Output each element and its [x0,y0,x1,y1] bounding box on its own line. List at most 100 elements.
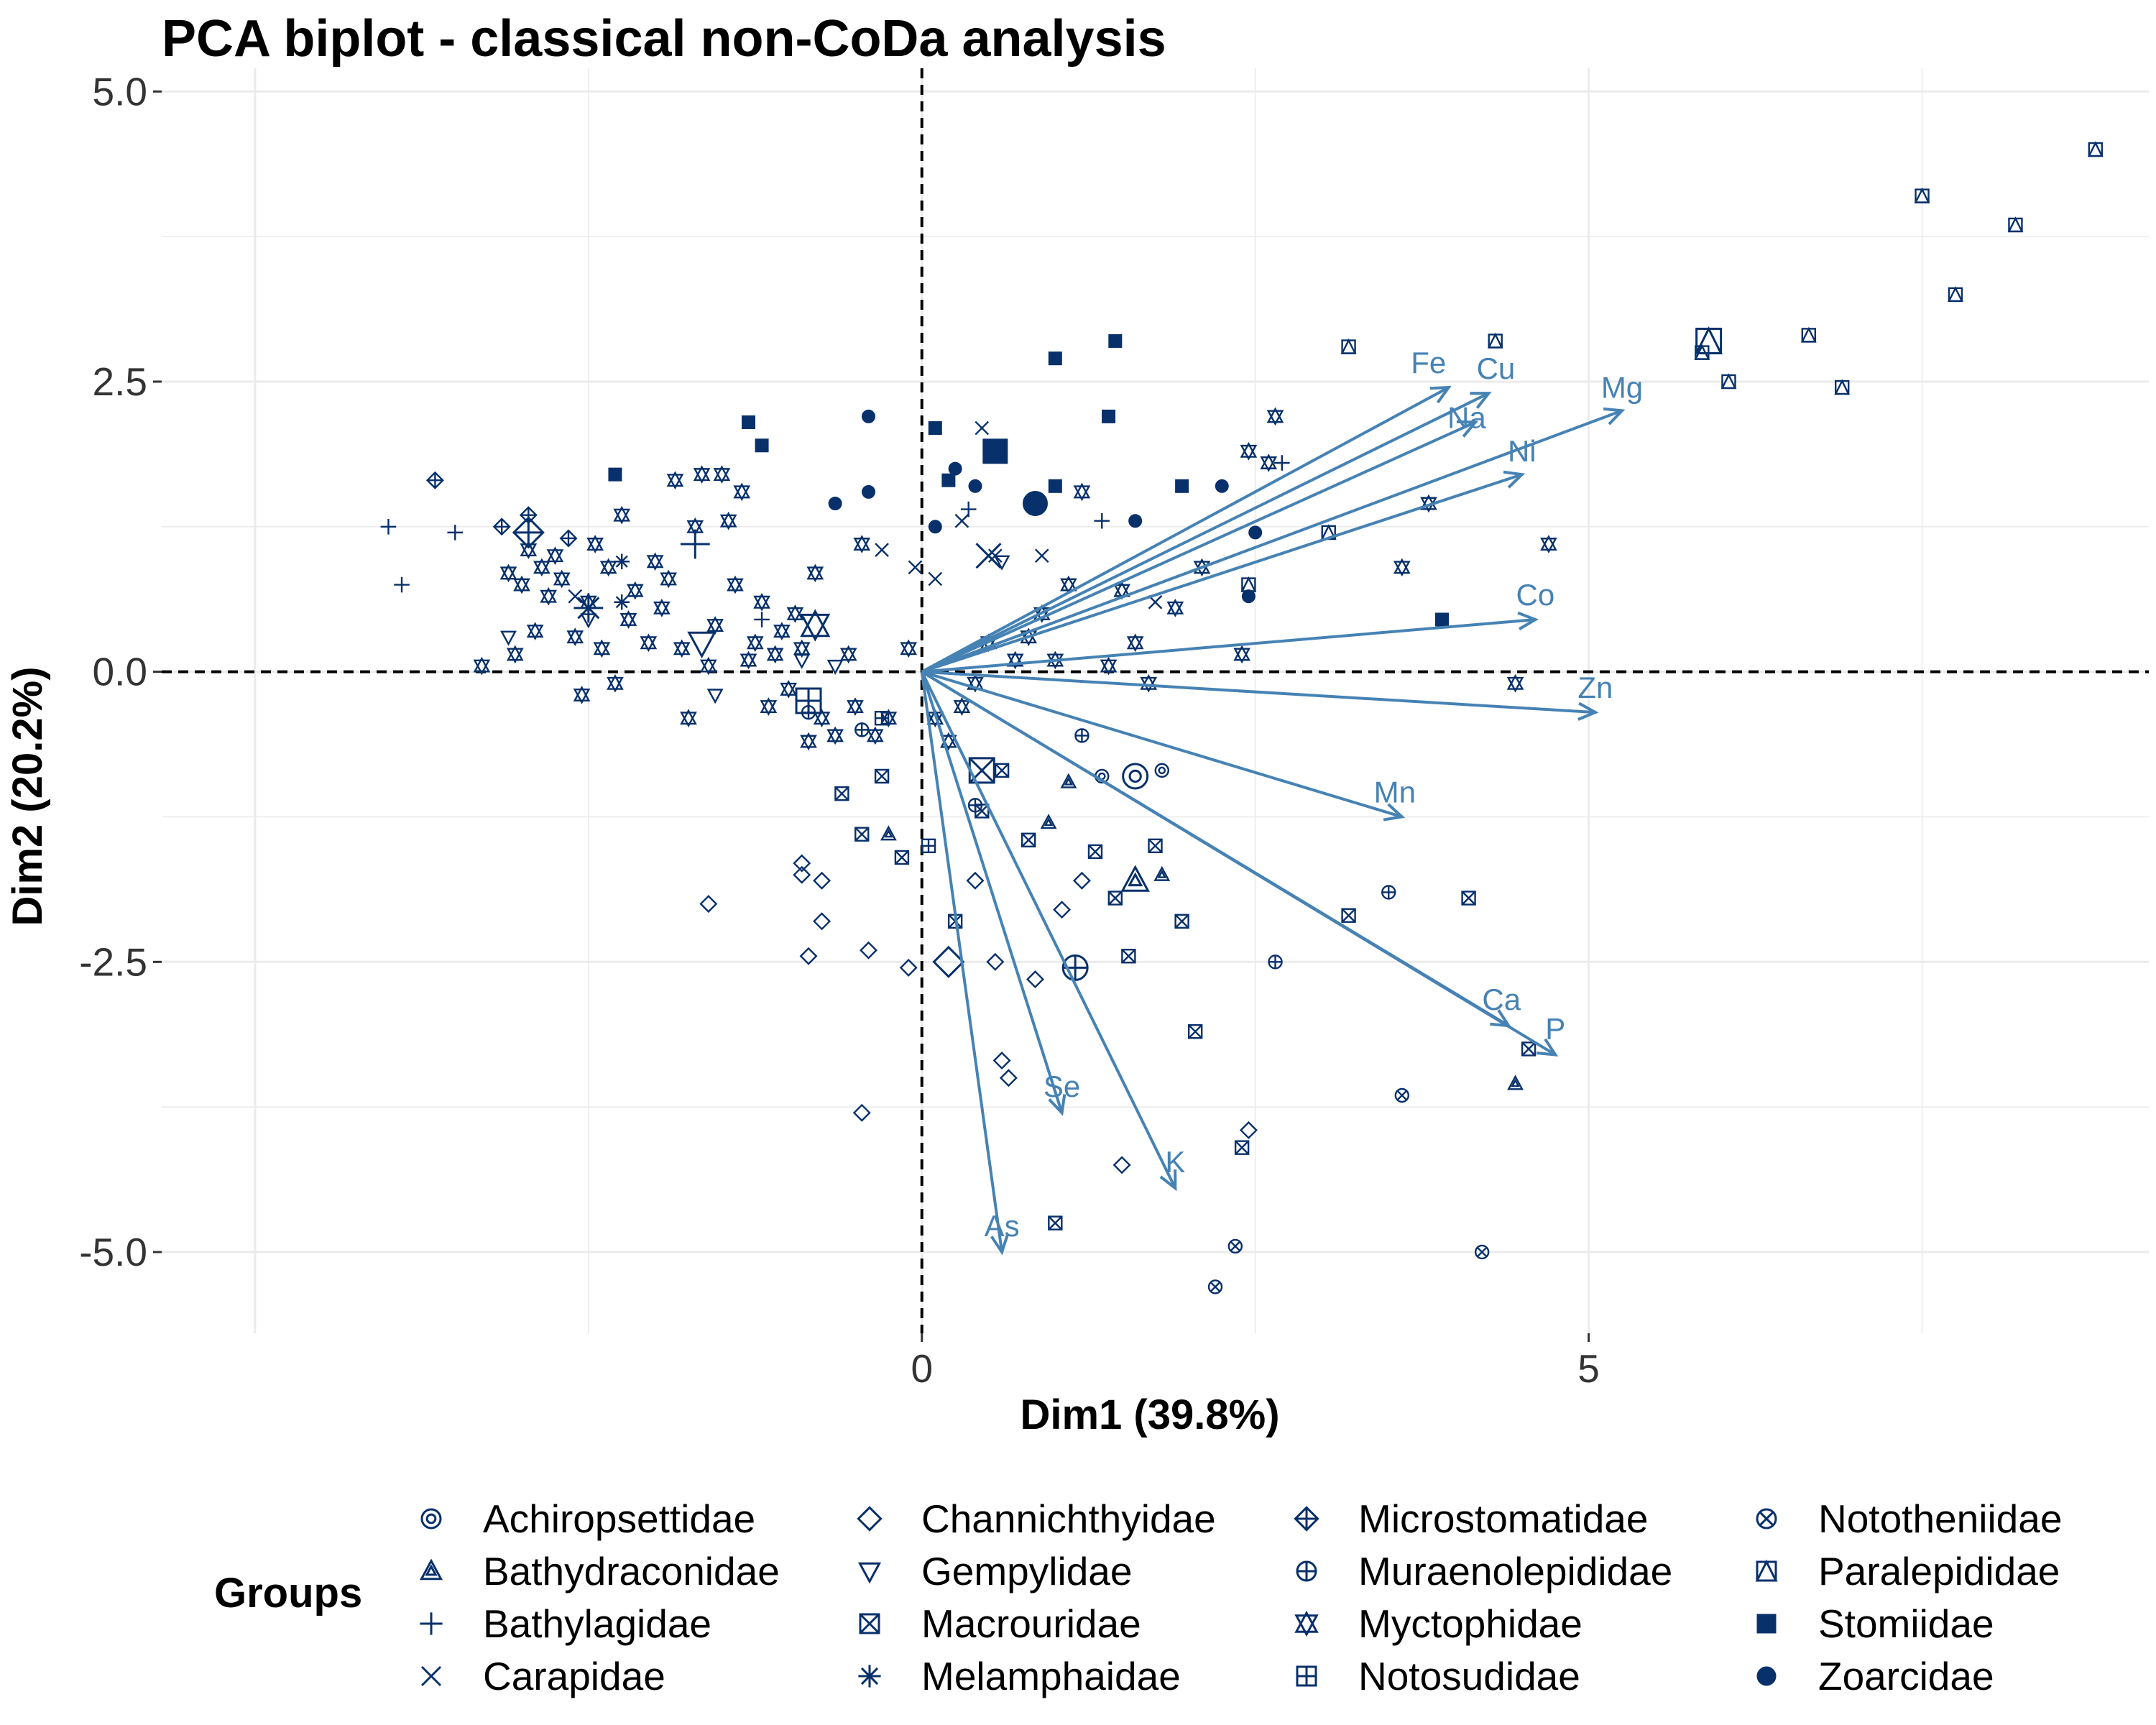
point-channichthyidae [1026,970,1044,989]
point-myctophidae [1166,598,1184,617]
vector-fe: Fe [921,346,1452,673]
vector-line [921,386,1450,673]
vector-zn: Zn [921,670,1613,721]
legend-item-microstomatidae: Microstomatidae [1294,1496,1648,1541]
vector-label-ca: Ca [1482,983,1521,1016]
point-myctophidae [786,604,804,623]
point-macrouridae [854,827,870,842]
point-myctophidae [513,575,530,594]
point-channichthyidae [793,865,811,884]
point-zoarcidae [1241,589,1256,604]
legend-key [1756,1508,1777,1530]
legend-label: Myctophidae [1358,1601,1583,1646]
legend-key [858,1665,881,1688]
y-tick-label: 0.0 [93,650,147,694]
point-channichthyidae [860,941,878,960]
point-stomiidae [1434,612,1449,627]
legend-title: Groups [214,1570,362,1616]
legend-key [1296,1665,1317,1687]
point-channichthyidae [1112,1156,1131,1174]
point-myctophidae [526,622,544,640]
centroid-bathylagidae [680,529,710,559]
point-macrouridae [1187,1024,1203,1039]
point-myctophidae [866,726,884,745]
vector-arrowhead [1048,1094,1067,1116]
point-channichthyidae [699,895,718,914]
legend-key [1756,1614,1777,1634]
point-myctophidae [673,639,691,658]
point-myctophidae [626,581,644,600]
point-myctophidae [1266,407,1284,426]
point-myctophidae [847,697,864,716]
vector-label-fe: Fe [1411,346,1446,380]
point-myctophidae [619,610,637,629]
vector-arrowhead [1159,1169,1177,1192]
vector-line [921,392,1490,673]
x-tick-label: 0 [911,1346,933,1391]
point-macrouridae [1048,1215,1063,1230]
vector-ni: Ni [921,434,1537,673]
point-stomiidae [1048,479,1062,493]
vector-cu: Cu [921,351,1515,673]
point-channichthyidae [793,854,811,873]
point-nototheniidae [1207,1279,1223,1294]
legend-label: Paralepididae [1818,1549,2060,1593]
point-myctophidae [553,569,571,589]
point-macrouridae [1521,1041,1537,1057]
centroid-carapidae [975,543,1002,569]
point-channichthyidae [992,1052,1011,1070]
point-microstomatidae [559,529,578,548]
legend-key [1294,1610,1319,1637]
point-myctophidae [499,564,517,583]
y-tick-label: 2.5 [93,359,147,404]
centroid-stomiidae [982,438,1008,464]
vector-line [921,409,1623,673]
centroid-paralepididae [1695,326,1723,354]
point-myctophidae [573,686,591,704]
point-myctophidae [680,709,697,728]
point-paralepididae [1240,576,1257,592]
point-bathylagidae [447,525,464,540]
point-macrouridae [874,768,890,784]
legend-label: Nototheniidae [1818,1496,2062,1541]
legend-key [1755,1559,1778,1582]
point-myctophidae [699,656,717,676]
vector-label-mg: Mg [1601,370,1643,404]
point-myctophidae [719,511,737,530]
legend-label: Muraenolepididae [1358,1549,1672,1593]
point-myctophidae [506,645,524,664]
point-macrouridae [834,786,849,801]
point-macrouridae [1461,891,1476,906]
legend-key [1294,1506,1319,1532]
legend: Groups Achiropsettidae Bathydraconidae Bat… [214,1496,2062,1698]
point-nototheniidae [1394,1087,1410,1103]
point-myctophidae [727,575,744,594]
legend-item-bathydraconidae: Bathydraconidae [419,1549,780,1593]
point-gempylidae [500,630,517,646]
point-myctophidae [533,558,550,577]
point-myctophidae [800,732,817,751]
point-channichthyidae [986,952,1005,971]
point-myctophidae [666,471,684,490]
point-stomiidae [742,415,756,429]
chart-title: PCA biplot - classical non-CoDa analysis [162,10,1166,68]
vector-line [921,420,1476,673]
point-nototheniidae [1474,1244,1490,1260]
point-channichthyidae [1239,1121,1258,1139]
vector-arrowhead [990,1233,1010,1256]
vector-line [921,617,1536,673]
legend-item-bathylagidae: Bathylagidae [420,1601,711,1646]
point-carapidae [908,560,923,575]
point-bathydraconidae [1040,814,1057,829]
point-bathydraconidae [1060,773,1077,788]
point-muraenolepididae [1381,885,1396,900]
point-paralepididae [1800,326,1817,343]
point-carapidae [954,513,969,528]
point-macrouridae [1021,832,1036,847]
legend-item-paralepididae: Paralepididae [1755,1549,2060,1593]
vector-label-ni: Ni [1508,434,1537,468]
legend-key [859,1613,880,1634]
point-stomiidae [928,421,942,436]
point-myctophidae [953,697,971,716]
